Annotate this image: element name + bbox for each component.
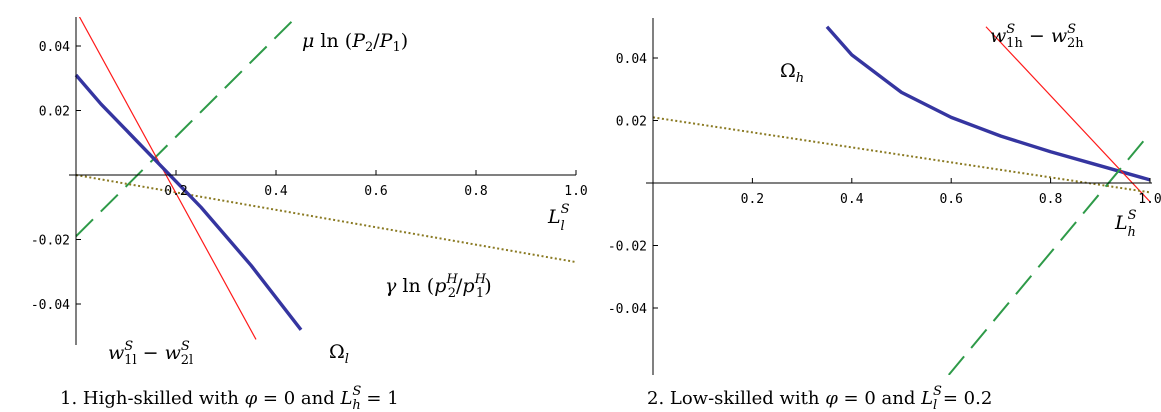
left-annot-omega: Ωl [329,341,349,367]
right-series-dotted-2 [652,116,1151,194]
right-y-tick-label: 0.04 [616,52,647,67]
right-series-solid-1 [985,26,1151,203]
left-xlabel: LS l [547,202,570,234]
right-y-tick-label: -0.02 [608,240,647,255]
left-y-tick-label: 0.02 [39,105,70,120]
right-series-layer [652,25,1151,375]
left-x-tick-label: 0.6 [364,184,387,199]
right-ticks: 0.2 0.4 0.6 0.8 1.0 0.04 0.02 -0.02 -0.04 [608,52,1161,317]
right-x-tick-label: 0.8 [1039,192,1062,207]
right-x-tick-label: 0.4 [840,192,864,207]
left-y-tick-label: -0.04 [31,298,70,313]
right-caption: 2. Low-skilled with φ = 0 and LS l = 0.2 [647,384,992,412]
left-x-tick-label: 0.2 [164,184,187,199]
left-series-layer [74,17,577,340]
right-series-thick-0 [825,25,1151,182]
left-x-tick-label: 0.4 [264,184,288,199]
left-ticks: 0.2 0.4 0.6 0.8 1.0 0.04 0.02 -0.02 -0.04 [31,40,588,313]
left-series-dotted-1 [75,174,577,264]
left-panel: 0.2 0.4 0.6 0.8 1.0 0.04 0.02 -0.02 -0.04 μ ln (… [31,17,588,412]
right-xlabel: LS h [1114,208,1137,240]
right-x-tick-label: 1.0 [1138,192,1161,207]
right-y-tick-label: 0.02 [616,115,647,130]
left-annot-w: wS 1l − wS 2l [108,339,193,368]
right-series-dashed-3 [947,138,1146,375]
right-x-tick-label: 0.6 [939,192,962,207]
left-caption: 1. High-skilled with φ = 0 and LS h = 1 [60,384,399,412]
left-annot-mu: μ ln (P2/P1) [302,30,408,55]
right-annot-omega: Ωh [780,60,804,86]
right-panel: 0.2 0.4 0.6 0.8 1.0 0.04 0.02 -0.02 -0.04 Ωh wS 1… [608,18,1161,412]
left-x-tick-label: 0.8 [464,184,487,199]
right-x-tick-label: 0.2 [741,192,764,207]
left-y-tick-label: 0.04 [39,40,70,55]
left-y-tick-label: -0.02 [31,234,70,249]
left-x-tick-label: 1.0 [564,184,587,199]
left-annot-gamma: γ ln (pH 2/pH 1) [385,272,492,301]
left-series-thick-3 [74,73,303,331]
left-series-dashed-0 [75,17,298,237]
right-y-tick-label: -0.04 [608,302,647,317]
right-annot-w: wS 1h − wS 2h [990,22,1084,51]
